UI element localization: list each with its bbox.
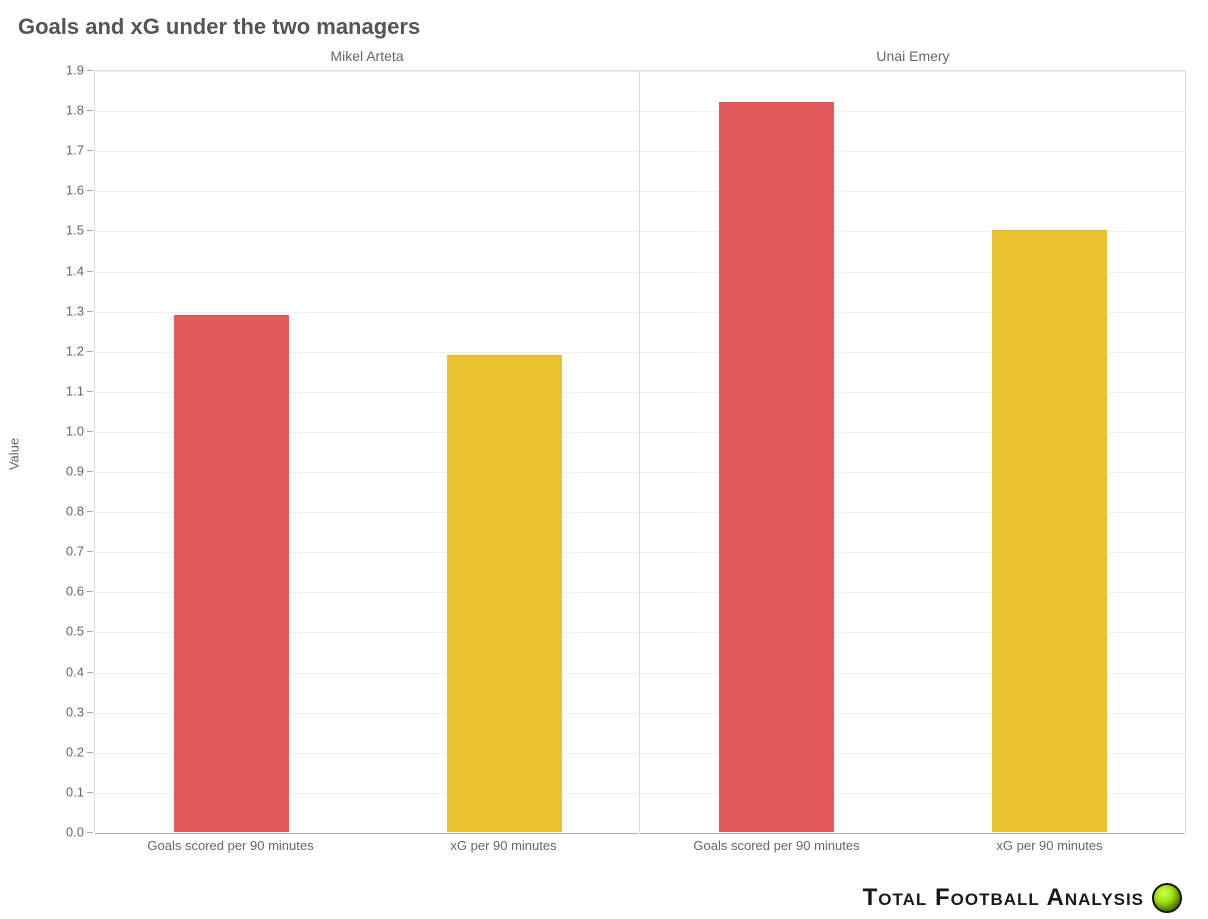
y-tick-mark (87, 792, 93, 793)
gridline (95, 111, 639, 112)
y-tick-label: 0.5 (44, 624, 84, 639)
logo-ball-icon (1152, 883, 1182, 913)
gridline (95, 71, 639, 72)
x-category-label: xG per 90 minutes (367, 838, 640, 853)
x-axis-baseline (95, 833, 639, 834)
y-tick-label: 0.3 (44, 704, 84, 719)
y-tick-mark (87, 110, 93, 111)
footer-logo: Total Football Analysis (863, 883, 1182, 913)
y-tick-mark (87, 672, 93, 673)
y-tick-mark (87, 551, 93, 552)
y-tick-label: 0.2 (44, 744, 84, 759)
y-tick-mark (87, 70, 93, 71)
x-axis-baseline (640, 833, 1185, 834)
panel (94, 70, 640, 832)
y-tick-label: 1.9 (44, 63, 84, 78)
gridline (95, 312, 639, 313)
y-tick-mark (87, 752, 93, 753)
y-tick-mark (87, 391, 93, 392)
bar (174, 315, 289, 832)
y-tick-mark (87, 832, 93, 833)
y-tick-label: 1.0 (44, 423, 84, 438)
y-tick-mark (87, 351, 93, 352)
y-tick-mark (87, 511, 93, 512)
chart-area: Value 0.00.10.20.30.40.50.60.70.80.91.01… (40, 48, 1186, 860)
y-tick-label: 0.0 (44, 825, 84, 840)
y-tick-mark (87, 631, 93, 632)
y-tick-label: 0.6 (44, 584, 84, 599)
gridline (95, 191, 639, 192)
y-tick-mark (87, 311, 93, 312)
y-tick-label: 0.1 (44, 784, 84, 799)
y-tick-mark (87, 190, 93, 191)
y-tick-label: 1.4 (44, 263, 84, 278)
y-tick-mark (87, 271, 93, 272)
y-tick-mark (87, 471, 93, 472)
y-tick-label: 1.2 (44, 343, 84, 358)
gridline (95, 231, 639, 232)
x-category-label: Goals scored per 90 minutes (94, 838, 367, 853)
gridline (95, 272, 639, 273)
gridline (95, 151, 639, 152)
bar (447, 355, 562, 832)
y-tick-label: 0.7 (44, 544, 84, 559)
bar (719, 102, 834, 832)
y-axis-label: Value (7, 438, 22, 470)
x-category-label: Goals scored per 90 minutes (640, 838, 913, 853)
y-tick-label: 0.9 (44, 464, 84, 479)
logo-text: Total Football Analysis (863, 884, 1144, 912)
y-tick-label: 0.4 (44, 664, 84, 679)
y-tick-label: 0.8 (44, 504, 84, 519)
y-tick-mark (87, 712, 93, 713)
panel-title: Unai Emery (640, 48, 1186, 64)
gridline (640, 71, 1185, 72)
y-tick-label: 1.1 (44, 383, 84, 398)
y-tick-mark (87, 591, 93, 592)
panel-title: Mikel Arteta (94, 48, 640, 64)
y-tick-mark (87, 150, 93, 151)
y-tick-mark (87, 431, 93, 432)
y-tick-label: 1.6 (44, 183, 84, 198)
y-tick-label: 1.8 (44, 103, 84, 118)
chart-title: Goals and xG under the two managers (18, 14, 420, 40)
y-tick-label: 1.7 (44, 143, 84, 158)
y-tick-label: 1.5 (44, 223, 84, 238)
bar (992, 230, 1107, 832)
y-tick-mark (87, 230, 93, 231)
panel (640, 70, 1186, 832)
y-tick-label: 1.3 (44, 303, 84, 318)
x-category-label: xG per 90 minutes (913, 838, 1186, 853)
